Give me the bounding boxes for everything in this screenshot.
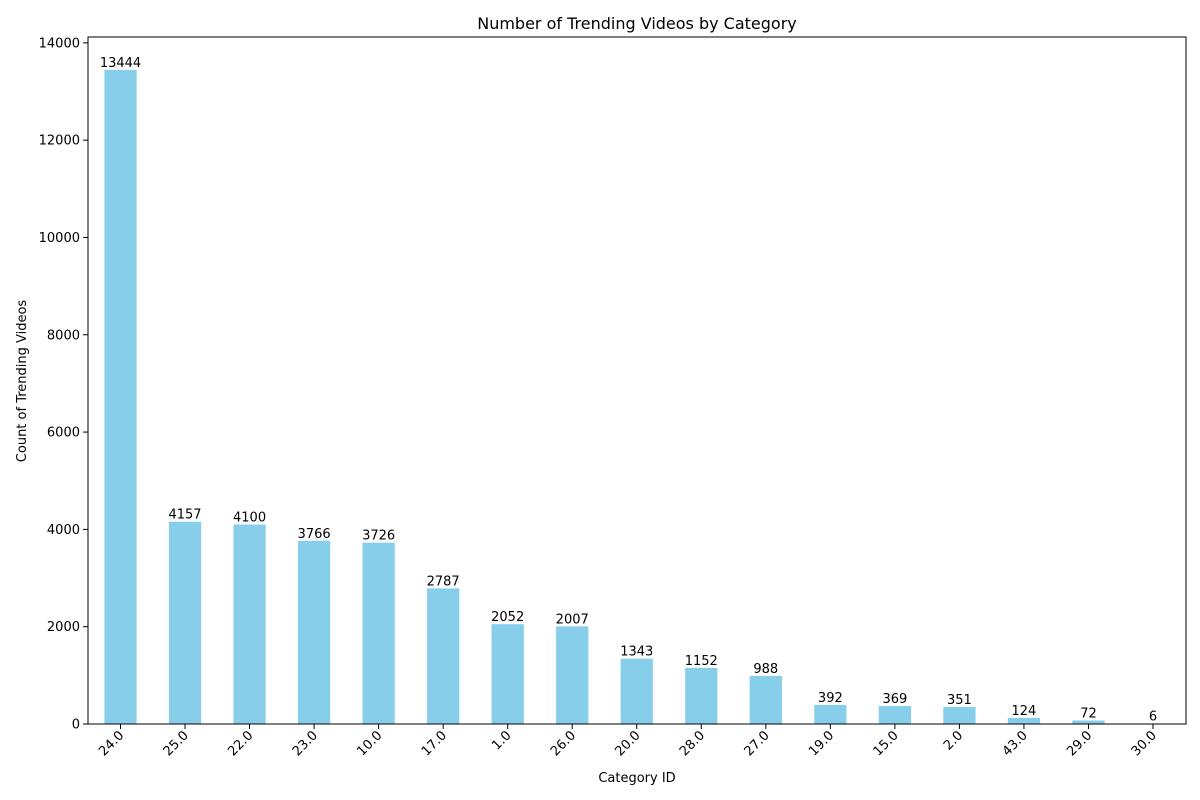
data-label-17.0: 2787: [427, 574, 460, 589]
x-tick-label-17.0: 17.0: [419, 728, 450, 759]
data-label-29.0: 72: [1080, 706, 1097, 721]
bar-19.0: [814, 704, 847, 724]
data-label-20.0: 1343: [620, 645, 653, 660]
data-label-23.0: 3766: [298, 527, 331, 542]
x-tick-label-24.0: 24.0: [96, 728, 127, 759]
y-tick-label-10000: 10000: [39, 231, 80, 246]
y-tick-label-2000: 2000: [47, 620, 80, 635]
x-axis-label: Category ID: [598, 771, 675, 786]
data-label-43.0: 124: [1012, 704, 1037, 719]
bar-29.0: [1072, 720, 1105, 724]
x-tick-label-43.0: 43.0: [1000, 728, 1031, 759]
x-tick-label-29.0: 29.0: [1064, 728, 1095, 759]
plot-frame: [87, 36, 1187, 725]
x-axis: 24.0 25.0 22.0 23.0 10.0 17.0 1.0 26.0 20.0 28.0 2…: [96, 724, 1160, 759]
y-tick-label-8000: 8000: [47, 328, 80, 343]
data-label-1.0: 2052: [491, 610, 524, 625]
bar-2.0: [943, 706, 976, 724]
x-tick-label-26.0: 26.0: [548, 728, 579, 759]
data-label-10.0: 3726: [362, 529, 395, 544]
data-label-22.0: 4100: [233, 511, 266, 526]
bar-22.0: [233, 524, 266, 724]
data-label-26.0: 2007: [556, 612, 589, 627]
y-tick-label-12000: 12000: [39, 134, 80, 149]
bar-26.0: [556, 626, 589, 724]
y-axis: 0 2000 4000 6000 8000 10000 12000 14000: [39, 36, 88, 733]
bar-10.0: [362, 542, 395, 724]
bar-15.0: [878, 706, 912, 724]
data-label-27.0: 988: [753, 662, 778, 677]
y-axis-label: Count of Trending Videos: [15, 300, 30, 463]
y-tick-label-14000: 14000: [39, 36, 80, 51]
data-label-30.0: 6: [1149, 710, 1157, 725]
data-label-19.0: 392: [818, 691, 843, 706]
x-tick-label-2.0: 2.0: [941, 728, 966, 753]
data-label-2.0: 351: [947, 693, 972, 708]
bar-43.0: [1007, 717, 1041, 724]
data-label-24.0: 13444: [100, 56, 141, 71]
bar-17.0: [427, 588, 460, 724]
y-tick-label-6000: 6000: [47, 426, 80, 441]
x-tick-label-20.0: 20.0: [612, 728, 643, 759]
bar-1.0: [491, 624, 524, 724]
y-tick-label-4000: 4000: [47, 523, 80, 538]
x-tick-label-1.0: 1.0: [489, 728, 514, 753]
data-label-25.0: 4157: [168, 508, 201, 523]
x-tick-label-30.0: 30.0: [1129, 728, 1160, 759]
x-tick-label-15.0: 15.0: [871, 728, 902, 759]
x-tick-label-23.0: 23.0: [290, 728, 321, 759]
bar-23.0: [297, 540, 331, 724]
bar-24.0: [104, 69, 137, 724]
x-tick-label-22.0: 22.0: [225, 728, 256, 759]
bars-group: [104, 69, 1170, 724]
bar-20.0: [620, 658, 653, 724]
x-tick-label-27.0: 27.0: [742, 728, 773, 759]
x-tick-label-10.0: 10.0: [354, 728, 385, 759]
bar-25.0: [168, 521, 202, 724]
y-tick-label-0: 0: [72, 718, 80, 733]
data-label-28.0: 1152: [685, 654, 718, 669]
x-tick-label-19.0: 19.0: [806, 728, 837, 759]
bar-27.0: [749, 675, 782, 724]
data-label-15.0: 369: [882, 692, 907, 707]
chart-title: Number of Trending Videos by Category: [477, 14, 797, 33]
x-tick-label-25.0: 25.0: [161, 728, 192, 759]
data-labels-group: 13444 4157 4100 3766 3726 2787 2052 2007 1343 115…: [100, 56, 1157, 725]
x-tick-label-28.0: 28.0: [677, 728, 708, 759]
bar-28.0: [685, 667, 718, 724]
